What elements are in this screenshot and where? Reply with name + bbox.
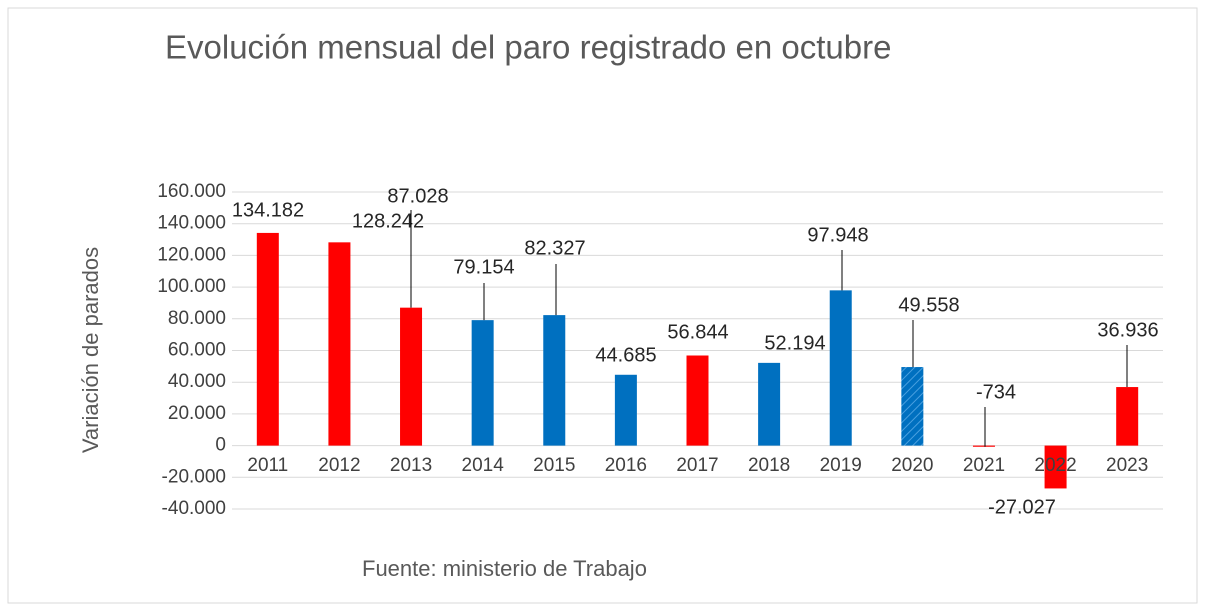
source-note: Fuente: ministerio de Trabajo bbox=[362, 556, 647, 581]
value-label: -27.027 bbox=[988, 496, 1056, 518]
x-tick-label: 2019 bbox=[820, 455, 862, 476]
y-tick-label: 120.000 bbox=[157, 244, 226, 265]
y-tick-label: 40.000 bbox=[168, 371, 226, 392]
x-tick-label: 2011 bbox=[247, 455, 288, 476]
value-label: 52.194 bbox=[764, 332, 825, 354]
x-tick-label: 2023 bbox=[1106, 455, 1148, 476]
y-axis-label: Variación de parados bbox=[78, 247, 103, 453]
x-tick-label: 2014 bbox=[462, 455, 505, 476]
x-tick-label: 2012 bbox=[318, 455, 360, 476]
bar bbox=[901, 367, 924, 446]
y-tick-label: 100.000 bbox=[157, 276, 226, 297]
chart-border bbox=[7, 7, 1198, 604]
x-tick-label: 2016 bbox=[605, 455, 647, 476]
bar bbox=[829, 290, 852, 446]
bar bbox=[328, 242, 351, 446]
x-tick-label: 2020 bbox=[891, 455, 933, 476]
value-label: 87.028 bbox=[387, 185, 448, 207]
y-tick-label: 80.000 bbox=[168, 308, 226, 329]
bar bbox=[686, 355, 709, 446]
x-tick-label: 2021 bbox=[963, 455, 1005, 476]
y-tick-label: -40.000 bbox=[162, 498, 226, 519]
bar bbox=[972, 445, 995, 447]
value-label: 49.558 bbox=[898, 294, 959, 316]
value-label: 36.936 bbox=[1097, 319, 1158, 341]
bar bbox=[1044, 445, 1067, 489]
value-label: 134.182 bbox=[232, 199, 304, 221]
value-label: 97.948 bbox=[807, 224, 868, 246]
value-label: 79.154 bbox=[453, 256, 514, 278]
bar bbox=[614, 374, 637, 446]
y-tick-label: -20.000 bbox=[162, 466, 226, 487]
x-tick-label: 2017 bbox=[676, 455, 718, 476]
x-tick-label: 2015 bbox=[533, 455, 575, 476]
bar bbox=[400, 307, 423, 446]
value-label: 82.327 bbox=[524, 237, 585, 259]
chart-title: Evolución mensual del paro registrado en… bbox=[165, 29, 891, 66]
bar bbox=[543, 315, 566, 446]
bar bbox=[256, 232, 279, 446]
y-tick-label: 20.000 bbox=[168, 403, 226, 424]
value-label: 56.844 bbox=[667, 321, 728, 343]
y-tick-label: 140.000 bbox=[157, 213, 226, 234]
y-tick-label: 60.000 bbox=[168, 340, 226, 361]
bar bbox=[758, 362, 781, 446]
x-tick-label: 2022 bbox=[1034, 455, 1076, 476]
bar bbox=[1116, 387, 1139, 446]
y-tick-label: 160.000 bbox=[157, 181, 226, 202]
y-tick-label: 0 bbox=[215, 435, 226, 456]
value-label: 128.242 bbox=[352, 210, 424, 232]
x-tick-label: 2013 bbox=[390, 455, 432, 476]
bar bbox=[471, 320, 494, 446]
value-label: 44.685 bbox=[595, 344, 656, 366]
value-label: -734 bbox=[976, 381, 1016, 403]
x-tick-label: 2018 bbox=[748, 455, 790, 476]
